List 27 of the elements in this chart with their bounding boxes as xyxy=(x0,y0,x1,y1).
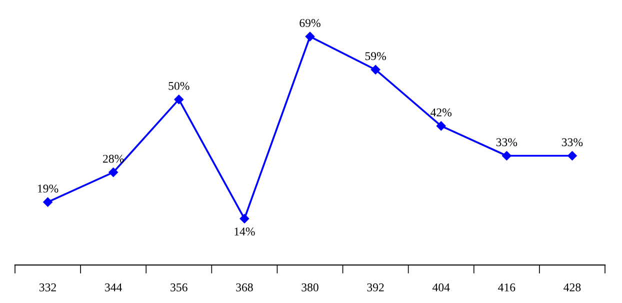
point xyxy=(370,65,380,74)
data-label: 33% xyxy=(496,138,518,146)
x-tick-label: 416 xyxy=(498,283,516,292)
x-tick-label: 380 xyxy=(302,283,318,292)
point xyxy=(108,168,118,177)
data-label: 69% xyxy=(300,19,320,28)
x-tick-label: 428 xyxy=(564,283,581,292)
point xyxy=(568,151,577,160)
x-tick-label: 392 xyxy=(367,283,384,292)
x-tick-label: 344 xyxy=(105,283,122,292)
data-label: 28% xyxy=(103,154,124,163)
data-label: 50% xyxy=(168,82,190,90)
x-tick-label: 368 xyxy=(236,283,253,292)
data-label: 14% xyxy=(234,228,255,236)
point xyxy=(305,32,315,42)
point xyxy=(174,94,184,104)
point xyxy=(240,214,250,224)
x-tick-label: 356 xyxy=(170,283,188,292)
data-label: 33% xyxy=(562,138,583,146)
point xyxy=(436,121,446,131)
data-label: 42% xyxy=(430,108,452,116)
x-tick-label: 404 xyxy=(432,283,450,292)
point xyxy=(43,197,52,207)
data-label: 59% xyxy=(365,52,386,60)
x-tick-label: 332 xyxy=(39,283,56,292)
data-label: 19% xyxy=(38,184,58,193)
point xyxy=(502,151,512,160)
